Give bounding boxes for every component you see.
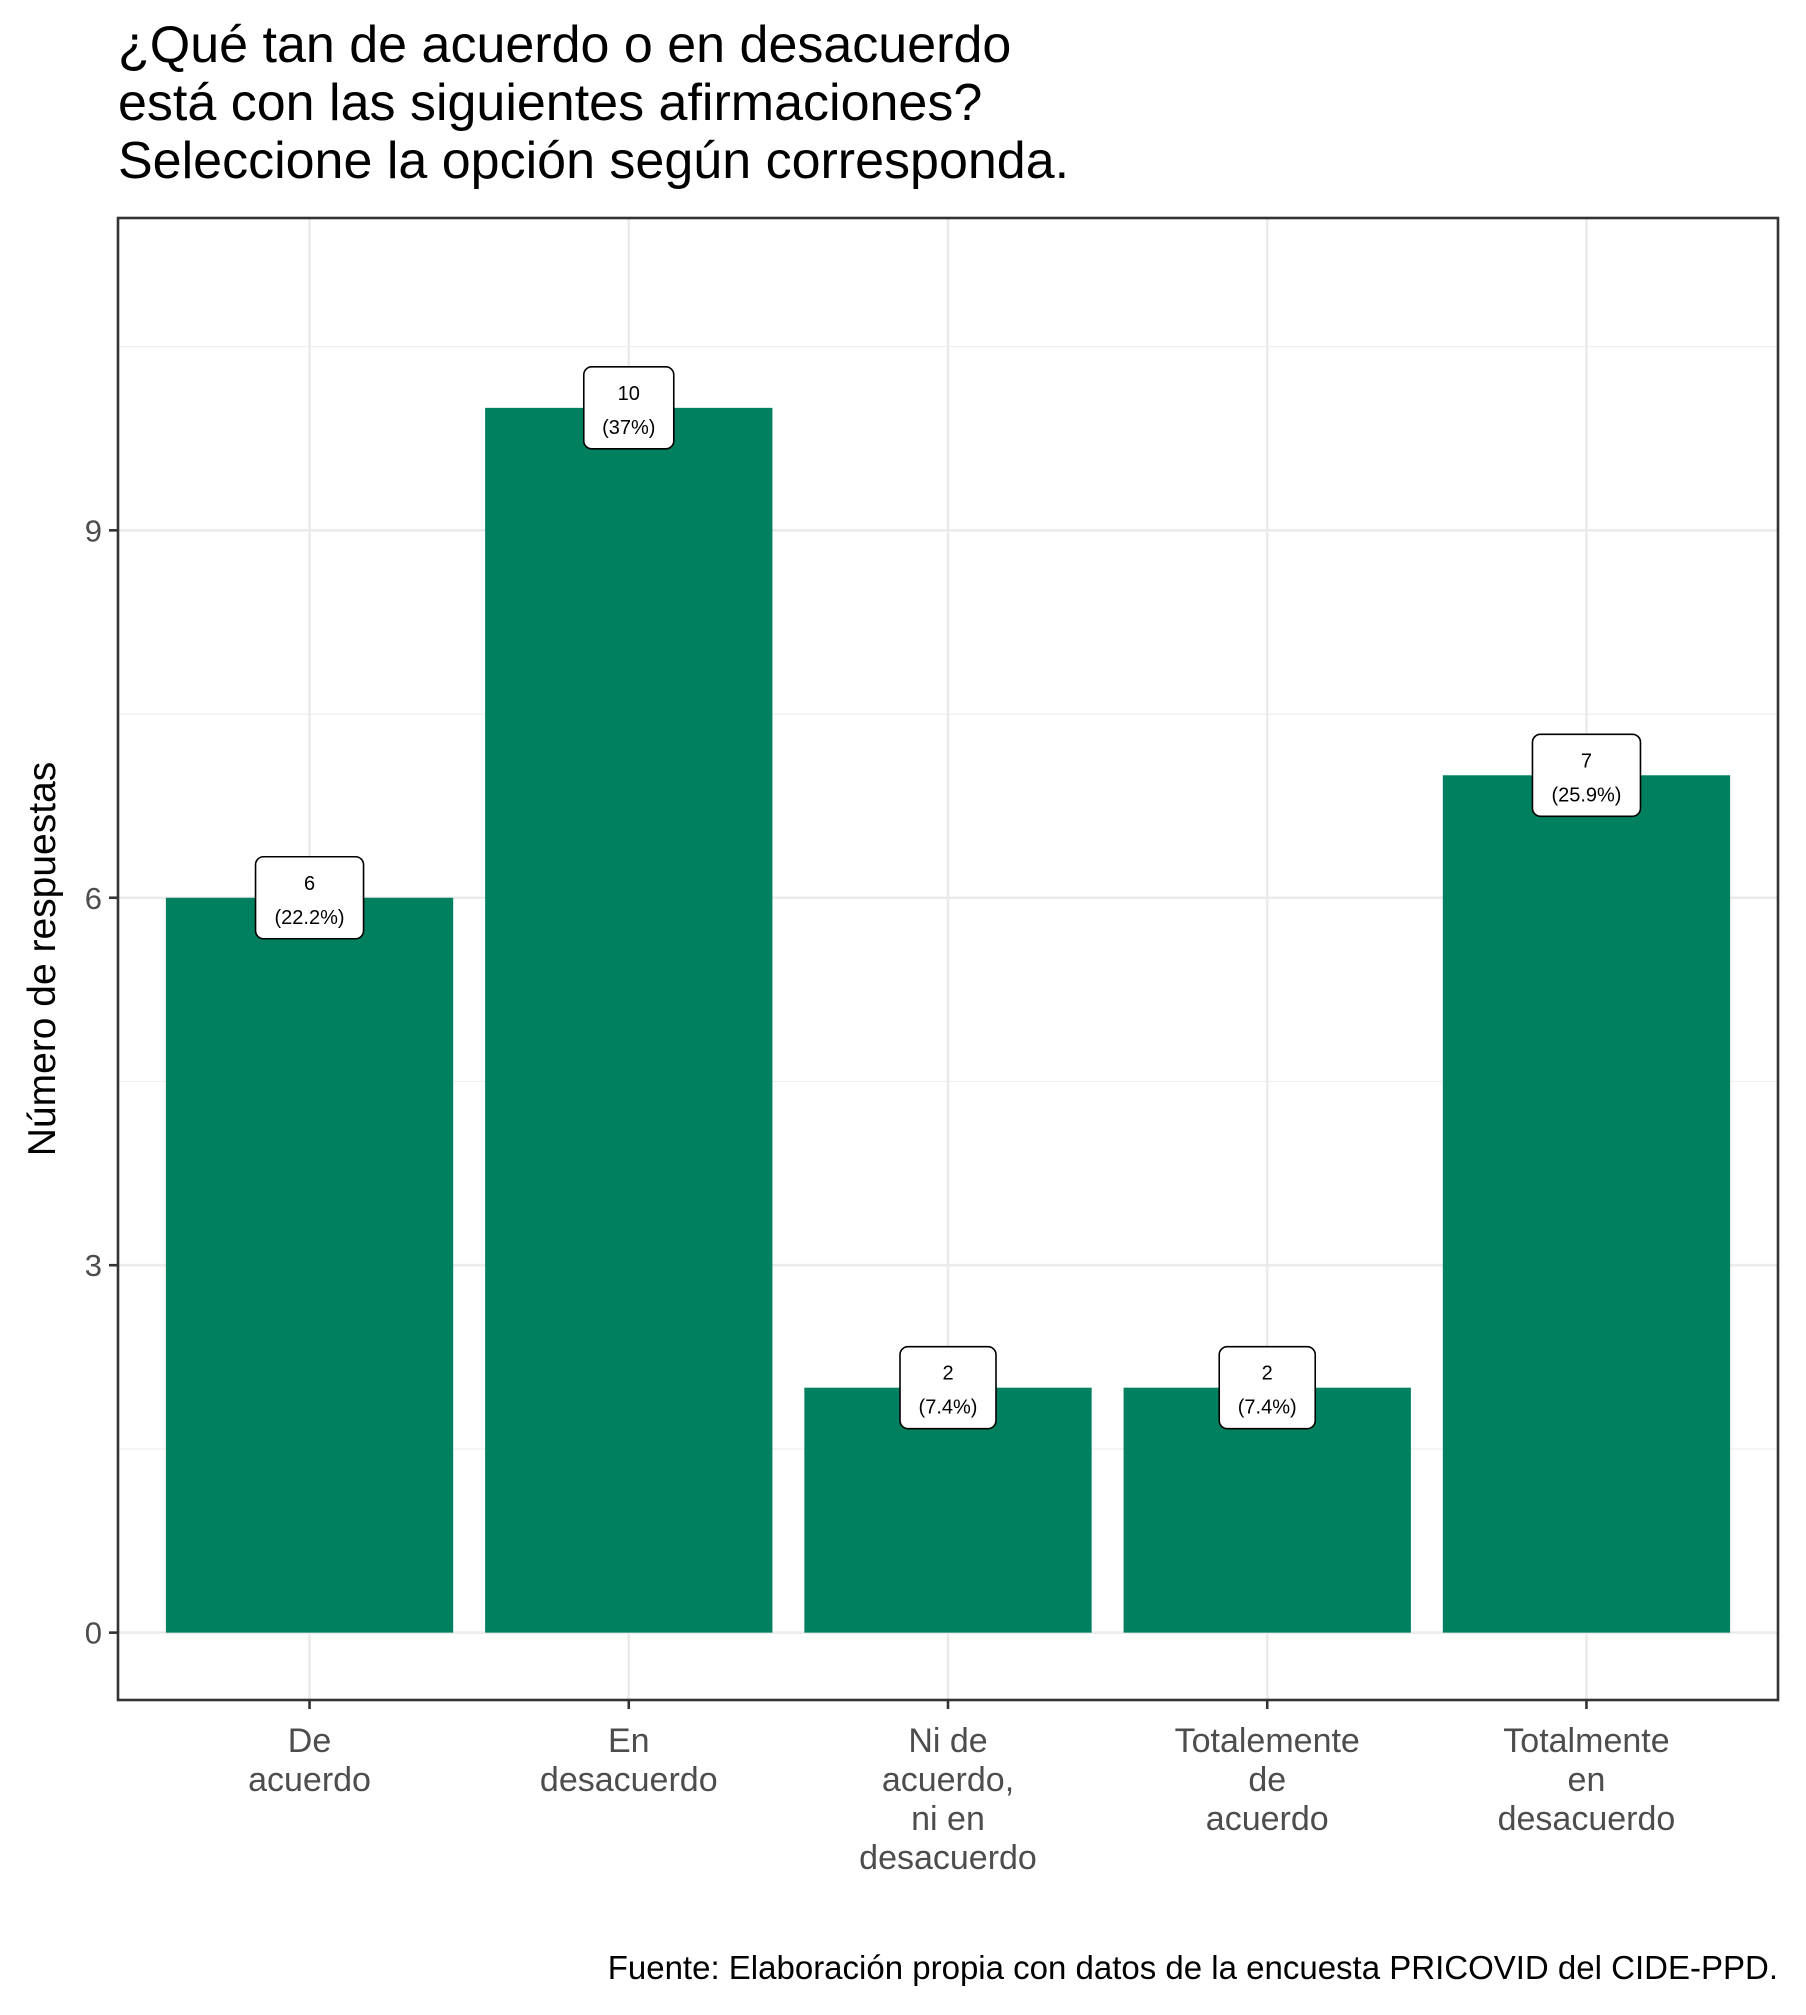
y-tick-label: 0 <box>85 1616 102 1651</box>
data-label-value: 2 <box>942 1363 953 1385</box>
data-label-percent: (7.4%) <box>1238 1397 1297 1419</box>
chart-title-line: ¿Qué tan de acuerdo o en desacuerdo <box>118 16 1011 74</box>
x-tick-label: desacuerdo <box>540 1761 718 1799</box>
data-label-box <box>582 366 675 450</box>
chart-title-line: está con las siguientes afirmaciones? <box>118 74 982 132</box>
data-label-box <box>899 1345 997 1430</box>
x-tick-label: Totalemente <box>1175 1722 1360 1760</box>
x-tick-label: desacuerdo <box>859 1839 1037 1877</box>
data-label-box <box>254 855 365 940</box>
data-label-value: 10 <box>618 383 640 405</box>
x-tick-label: acuerdo <box>248 1761 371 1799</box>
data-label-percent: (25.9%) <box>1551 784 1621 806</box>
data-label-percent: (7.4%) <box>919 1397 978 1419</box>
x-tick-label: Totalmente <box>1503 1722 1669 1760</box>
data-label-box <box>1218 1345 1317 1430</box>
chart-caption: Fuente: Elaboración propia con datos de … <box>608 1949 1778 1986</box>
chart-title-line: Seleccione la opción según corresponda. <box>118 132 1069 190</box>
x-tick-label: Ni de <box>908 1722 987 1760</box>
x-tick-label: en <box>1568 1761 1606 1799</box>
x-tick-label: acuerdo, <box>882 1761 1014 1799</box>
y-tick-label: 6 <box>85 881 102 916</box>
y-tick-label: 3 <box>85 1248 102 1283</box>
x-tick-label: desacuerdo <box>1498 1800 1676 1838</box>
data-label-value: 7 <box>1581 750 1592 772</box>
y-axis-title: Número de respuestas <box>21 762 64 1157</box>
x-tick-label: acuerdo <box>1206 1800 1329 1838</box>
x-tick-label: En <box>608 1722 650 1760</box>
x-tick-label: de <box>1248 1761 1286 1799</box>
bar <box>1442 775 1731 1633</box>
bar <box>165 897 454 1633</box>
data-label-value: 2 <box>1262 1363 1273 1385</box>
bar <box>485 407 773 1633</box>
x-tick-label: De <box>288 1722 331 1760</box>
data-label-value: 6 <box>304 873 315 895</box>
x-tick-label: ni en <box>911 1800 985 1838</box>
y-tick-label: 9 <box>85 513 102 548</box>
data-label-percent: (22.2%) <box>275 907 345 929</box>
data-label-percent: (37%) <box>602 417 655 439</box>
data-label-box <box>1531 733 1642 818</box>
